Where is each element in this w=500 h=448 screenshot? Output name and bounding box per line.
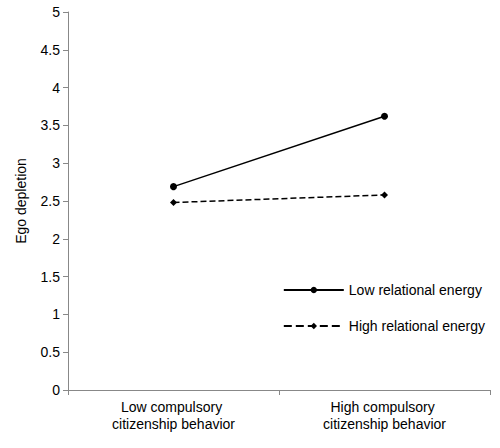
- svg-text:1: 1: [52, 306, 60, 322]
- svg-text:3: 3: [52, 155, 60, 171]
- svg-text:5: 5: [52, 4, 60, 20]
- svg-text:4: 4: [52, 80, 60, 96]
- svg-text:0.5: 0.5: [41, 344, 61, 360]
- svg-text:2.5: 2.5: [41, 193, 61, 209]
- svg-text:High compulsory: High compulsory: [330, 399, 438, 415]
- svg-text:0: 0: [52, 382, 60, 398]
- svg-text:4.5: 4.5: [41, 42, 61, 58]
- svg-text:Ego depletion: Ego depletion: [13, 158, 29, 244]
- svg-text:citizenship behavior: citizenship behavior: [323, 416, 446, 432]
- svg-text:Low relational energy: Low relational energy: [349, 282, 482, 298]
- svg-text:High relational energy: High relational energy: [349, 318, 485, 334]
- svg-text:2: 2: [52, 231, 60, 247]
- svg-text:Low compulsory: Low compulsory: [121, 399, 226, 415]
- svg-text:1.5: 1.5: [41, 269, 61, 285]
- svg-text:citizenship behavior: citizenship behavior: [112, 416, 235, 432]
- svg-text:3.5: 3.5: [41, 117, 61, 133]
